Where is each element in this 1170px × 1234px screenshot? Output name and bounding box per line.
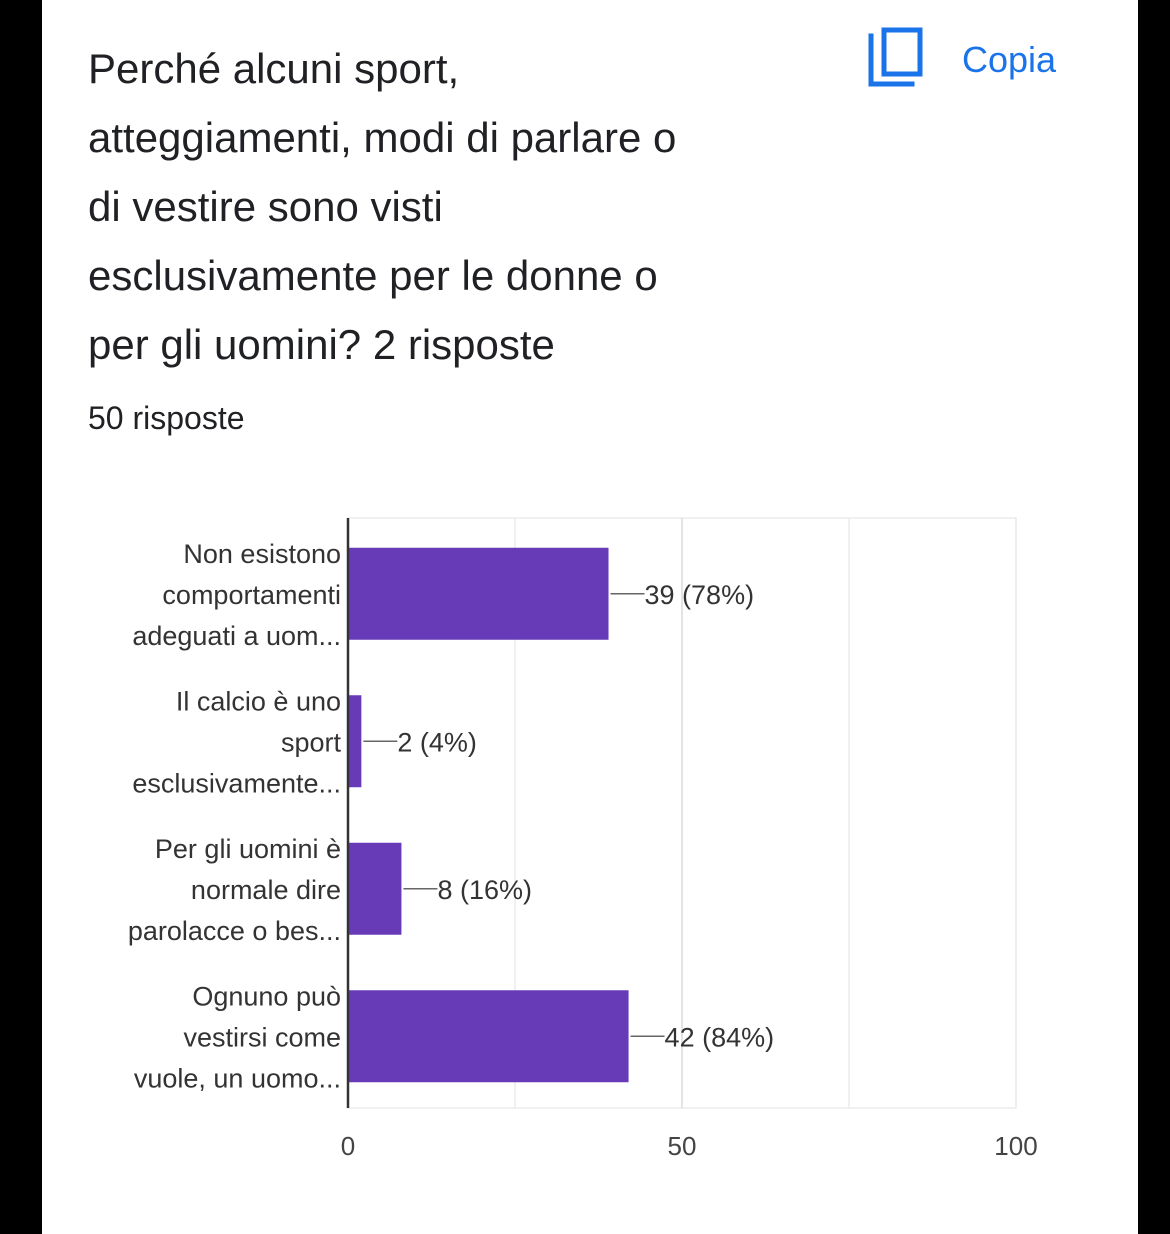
category-label: Ognuno può <box>192 981 341 1011</box>
question-title-line: esclusivamente per le donne o <box>88 252 658 299</box>
copy-icon <box>866 26 926 95</box>
question-title: Perché alcuni sport, atteggiamenti, modi… <box>88 34 808 379</box>
value-label: 8 (16%) <box>437 875 532 905</box>
bar <box>348 842 402 935</box>
question-title-line: per gli uomini? 2 risposte <box>88 321 555 368</box>
category-label: Non esistono <box>183 539 341 569</box>
bar <box>348 695 362 788</box>
question-title-line: Perché alcuni sport, <box>88 45 460 92</box>
question-title-line: atteggiamenti, modi di parlare o <box>88 114 677 161</box>
value-label: 42 (84%) <box>665 1022 775 1052</box>
category-label: vestirsi come <box>183 1022 341 1052</box>
response-count: 50 risposte <box>88 400 245 436</box>
category-label: normale dire <box>191 875 341 905</box>
x-tick-label: 50 <box>668 1131 697 1161</box>
x-tick-label: 0 <box>341 1131 355 1161</box>
x-tick-label: 100 <box>994 1131 1037 1161</box>
category-label: esclusivamente... <box>132 768 341 798</box>
bar <box>348 990 629 1083</box>
category-label: parolacce o bes... <box>128 916 341 946</box>
category-label: sport <box>281 727 342 757</box>
category-label: comportamenti <box>162 580 341 610</box>
copy-button[interactable]: Copia <box>866 26 1057 95</box>
category-label: Il calcio è uno <box>176 686 341 716</box>
category-label: vuole, un uomo... <box>134 1063 341 1093</box>
category-label: adeguati a uom... <box>132 621 341 651</box>
value-label: 39 (78%) <box>645 580 755 610</box>
category-label: Per gli uomini è <box>155 834 341 864</box>
question-title-line: di vestire sono visti <box>88 183 443 230</box>
copy-label: Copia <box>962 39 1057 80</box>
bar <box>348 547 609 640</box>
value-label: 2 (4%) <box>397 727 477 757</box>
